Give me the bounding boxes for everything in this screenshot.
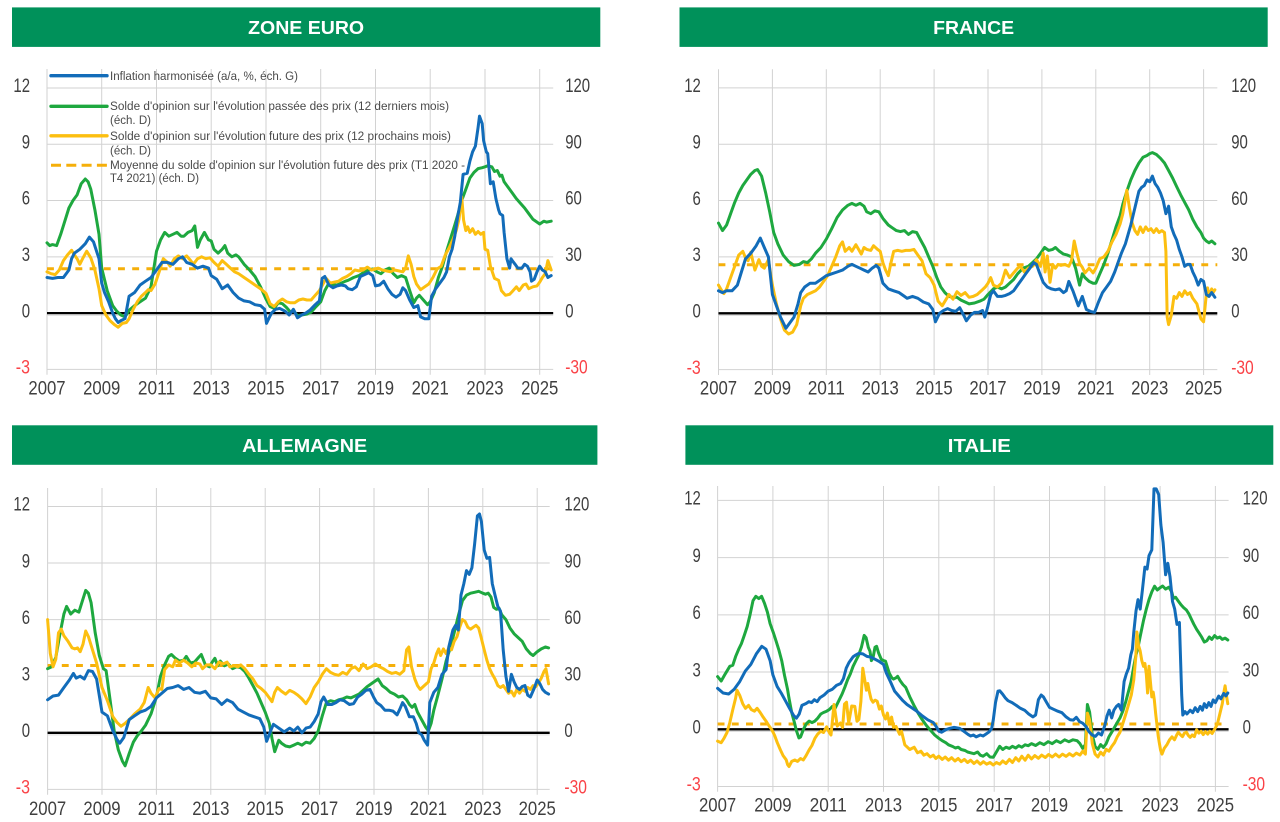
svg-text:12: 12	[13, 76, 30, 97]
svg-text:2011: 2011	[810, 796, 847, 817]
svg-text:0: 0	[565, 301, 573, 322]
svg-text:60: 60	[564, 608, 581, 629]
svg-text:9: 9	[22, 551, 30, 572]
svg-text:12: 12	[684, 489, 701, 510]
svg-text:2025: 2025	[521, 378, 558, 399]
svg-text:9: 9	[693, 132, 701, 153]
svg-text:0: 0	[1243, 718, 1251, 739]
svg-text:2019: 2019	[1031, 796, 1068, 817]
svg-text:2023: 2023	[464, 799, 501, 817]
svg-text:6: 6	[22, 189, 30, 210]
svg-text:60: 60	[1243, 603, 1260, 624]
svg-text:6: 6	[693, 189, 701, 210]
svg-text:2019: 2019	[1023, 378, 1060, 399]
svg-text:3: 3	[693, 245, 701, 266]
svg-text:3: 3	[22, 245, 30, 266]
svg-text:2007: 2007	[700, 378, 737, 399]
svg-text:Moyenne du solde d'opinion sur: Moyenne du solde d'opinion sur l'évoluti…	[110, 158, 465, 172]
svg-text:0: 0	[22, 301, 30, 322]
svg-text:6: 6	[22, 608, 30, 629]
svg-text:2017: 2017	[302, 378, 339, 399]
svg-text:0: 0	[564, 721, 572, 742]
svg-text:90: 90	[564, 551, 581, 572]
svg-text:Inflation harmonisée (a/a, %,: Inflation harmonisée (a/a, %, éch. G)	[110, 69, 298, 83]
svg-text:30: 30	[1231, 245, 1248, 266]
svg-text:3: 3	[22, 664, 30, 685]
svg-text:2019: 2019	[355, 799, 392, 817]
svg-text:6: 6	[693, 603, 701, 624]
svg-text:-30: -30	[565, 358, 588, 379]
svg-text:2017: 2017	[969, 378, 1006, 399]
svg-text:60: 60	[1231, 189, 1248, 210]
svg-text:ITALIE: ITALIE	[948, 435, 1011, 456]
svg-text:2013: 2013	[862, 378, 899, 399]
svg-text:12: 12	[13, 495, 30, 516]
svg-text:30: 30	[1243, 660, 1260, 681]
svg-text:90: 90	[1243, 546, 1260, 567]
svg-text:2009: 2009	[83, 378, 120, 399]
svg-text:9: 9	[693, 546, 701, 567]
svg-text:2007: 2007	[29, 799, 66, 817]
svg-text:2017: 2017	[301, 799, 338, 817]
svg-text:(éch. D): (éch. D)	[110, 143, 151, 157]
svg-text:0: 0	[693, 302, 701, 323]
svg-text:T4 2021) (éch. D): T4 2021) (éch. D)	[110, 171, 199, 185]
svg-text:0: 0	[693, 718, 701, 739]
svg-text:-30: -30	[1243, 775, 1266, 796]
svg-text:90: 90	[1231, 132, 1248, 153]
svg-text:2021: 2021	[1077, 378, 1114, 399]
svg-text:2023: 2023	[466, 378, 503, 399]
svg-text:-3: -3	[16, 778, 30, 799]
svg-text:(éch. D): (éch. D)	[110, 113, 151, 127]
svg-text:2021: 2021	[412, 378, 449, 399]
svg-text:2011: 2011	[138, 799, 175, 817]
svg-text:2009: 2009	[754, 796, 791, 817]
svg-text:2019: 2019	[357, 378, 394, 399]
svg-text:2015: 2015	[916, 378, 953, 399]
svg-text:2021: 2021	[410, 799, 447, 817]
svg-text:Solde d'opinion sur l'évolutio: Solde d'opinion sur l'évolution passée d…	[110, 99, 449, 113]
svg-text:2007: 2007	[28, 378, 65, 399]
svg-text:2013: 2013	[193, 378, 230, 399]
svg-text:2009: 2009	[754, 378, 791, 399]
svg-text:2025: 2025	[519, 799, 556, 817]
svg-text:120: 120	[1243, 489, 1268, 510]
svg-text:2025: 2025	[1197, 796, 1234, 817]
svg-text:30: 30	[564, 664, 581, 685]
svg-text:2015: 2015	[247, 799, 284, 817]
svg-text:2017: 2017	[976, 796, 1013, 817]
svg-text:2025: 2025	[1185, 378, 1222, 399]
svg-text:-30: -30	[564, 778, 587, 799]
svg-text:90: 90	[565, 133, 582, 154]
svg-text:2021: 2021	[1086, 796, 1123, 817]
svg-text:2007: 2007	[699, 796, 736, 817]
svg-text:-3: -3	[16, 358, 30, 379]
svg-text:2011: 2011	[808, 378, 845, 399]
svg-text:-3: -3	[687, 775, 701, 796]
svg-text:-3: -3	[687, 358, 701, 379]
svg-text:2013: 2013	[865, 796, 902, 817]
svg-text:0: 0	[22, 721, 30, 742]
svg-text:-30: -30	[1231, 358, 1254, 379]
svg-text:2011: 2011	[138, 378, 175, 399]
svg-text:ALLEMAGNE: ALLEMAGNE	[242, 435, 367, 456]
svg-text:3: 3	[693, 660, 701, 681]
svg-text:2015: 2015	[247, 378, 284, 399]
svg-text:120: 120	[564, 495, 589, 516]
svg-text:0: 0	[1231, 302, 1239, 323]
svg-text:2015: 2015	[920, 796, 957, 817]
svg-text:120: 120	[1231, 76, 1256, 97]
svg-text:60: 60	[565, 189, 582, 210]
svg-text:9: 9	[22, 133, 30, 154]
svg-text:FRANCE: FRANCE	[933, 17, 1014, 38]
svg-text:120: 120	[565, 76, 590, 97]
svg-text:2013: 2013	[192, 799, 229, 817]
svg-text:ZONE EURO: ZONE EURO	[248, 17, 364, 38]
svg-text:Solde d'opinion sur l'évolutio: Solde d'opinion sur l'évolution future d…	[110, 129, 451, 143]
svg-text:2023: 2023	[1142, 796, 1179, 817]
svg-text:2009: 2009	[83, 799, 120, 817]
svg-text:30: 30	[565, 245, 582, 266]
svg-text:12: 12	[684, 76, 701, 97]
svg-text:2023: 2023	[1131, 378, 1168, 399]
